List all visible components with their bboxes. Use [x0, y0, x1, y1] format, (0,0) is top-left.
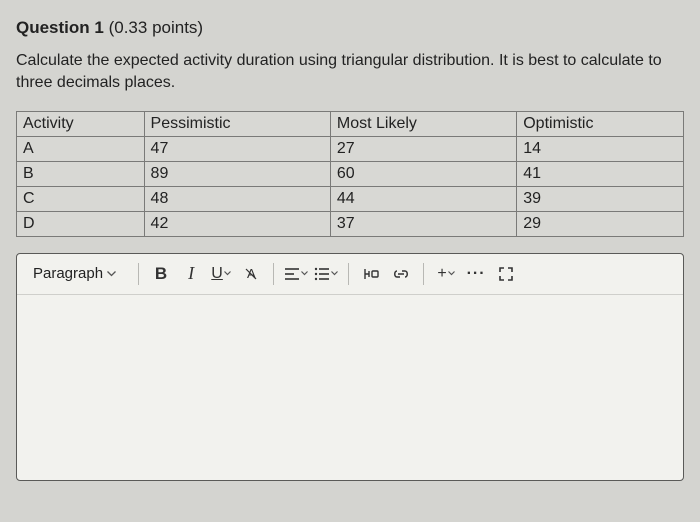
table-row: B 89 60 41: [17, 161, 684, 186]
toolbar-divider: [273, 263, 274, 285]
paragraph-style-select[interactable]: Paragraph: [25, 261, 124, 286]
col-mostlikely: Most Likely: [330, 111, 516, 136]
align-button[interactable]: [282, 260, 310, 288]
insert-button[interactable]: +: [432, 260, 460, 288]
chevron-down-icon: [448, 271, 455, 276]
font-color-button[interactable]: A: [237, 260, 265, 288]
question-header: Question 1 (0.33 points): [16, 18, 684, 38]
col-optimistic: Optimistic: [517, 111, 684, 136]
editor-toolbar: Paragraph B I U A: [17, 254, 683, 295]
question-points: (0.33 points): [109, 18, 204, 37]
question-prompt: Calculate the expected activity duration…: [16, 50, 684, 95]
col-activity: Activity: [17, 111, 145, 136]
rich-text-editor: Paragraph B I U A: [16, 253, 684, 481]
chevron-down-icon: [301, 271, 308, 276]
media-button[interactable]: [357, 260, 385, 288]
bold-button[interactable]: B: [147, 260, 175, 288]
underline-button[interactable]: U: [207, 260, 235, 288]
editor-body[interactable]: [17, 295, 683, 480]
more-button[interactable]: ···: [462, 260, 490, 288]
svg-text:A: A: [247, 266, 256, 281]
chevron-down-icon: [224, 271, 231, 276]
fullscreen-button[interactable]: [492, 260, 520, 288]
list-button[interactable]: [312, 260, 340, 288]
table-row: A 47 27 14: [17, 136, 684, 161]
paragraph-style-label: Paragraph: [33, 265, 103, 282]
table-row: D 42 37 29: [17, 211, 684, 236]
col-pessimistic: Pessimistic: [144, 111, 330, 136]
question-label: Question 1: [16, 18, 104, 37]
chevron-down-icon: [107, 271, 116, 277]
chevron-down-icon: [331, 271, 338, 276]
toolbar-divider: [348, 263, 349, 285]
italic-button[interactable]: I: [177, 260, 205, 288]
table-header-row: Activity Pessimistic Most Likely Optimis…: [17, 111, 684, 136]
table-row: C 48 44 39: [17, 186, 684, 211]
link-button[interactable]: [387, 260, 415, 288]
toolbar-divider: [423, 263, 424, 285]
toolbar-divider: [138, 263, 139, 285]
activity-table: Activity Pessimistic Most Likely Optimis…: [16, 111, 684, 237]
